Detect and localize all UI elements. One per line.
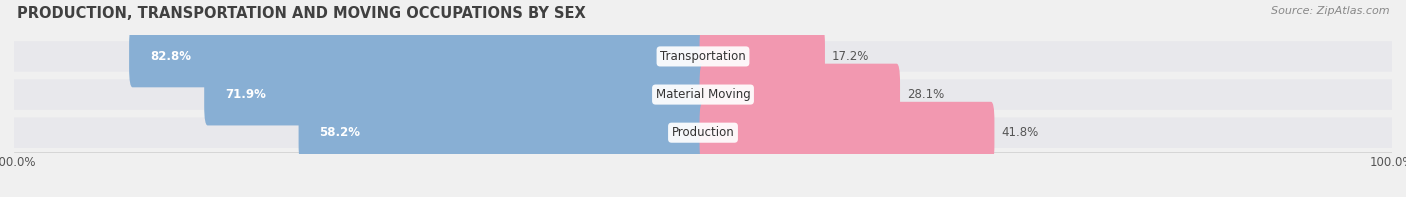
Text: Transportation: Transportation: [661, 50, 745, 63]
Text: 82.8%: 82.8%: [150, 50, 191, 63]
FancyBboxPatch shape: [700, 102, 994, 164]
FancyBboxPatch shape: [14, 79, 1392, 110]
Text: 41.8%: 41.8%: [1001, 126, 1039, 139]
FancyBboxPatch shape: [204, 64, 706, 125]
Text: 28.1%: 28.1%: [907, 88, 945, 101]
Text: Production: Production: [672, 126, 734, 139]
FancyBboxPatch shape: [700, 26, 825, 87]
Text: 58.2%: 58.2%: [319, 126, 360, 139]
FancyBboxPatch shape: [14, 41, 1392, 72]
FancyBboxPatch shape: [700, 64, 900, 125]
Text: Material Moving: Material Moving: [655, 88, 751, 101]
FancyBboxPatch shape: [298, 102, 706, 164]
Text: PRODUCTION, TRANSPORTATION AND MOVING OCCUPATIONS BY SEX: PRODUCTION, TRANSPORTATION AND MOVING OC…: [17, 6, 586, 21]
Text: 71.9%: 71.9%: [225, 88, 266, 101]
FancyBboxPatch shape: [14, 117, 1392, 148]
Text: Source: ZipAtlas.com: Source: ZipAtlas.com: [1271, 6, 1389, 16]
FancyBboxPatch shape: [129, 26, 706, 87]
Text: 17.2%: 17.2%: [832, 50, 869, 63]
